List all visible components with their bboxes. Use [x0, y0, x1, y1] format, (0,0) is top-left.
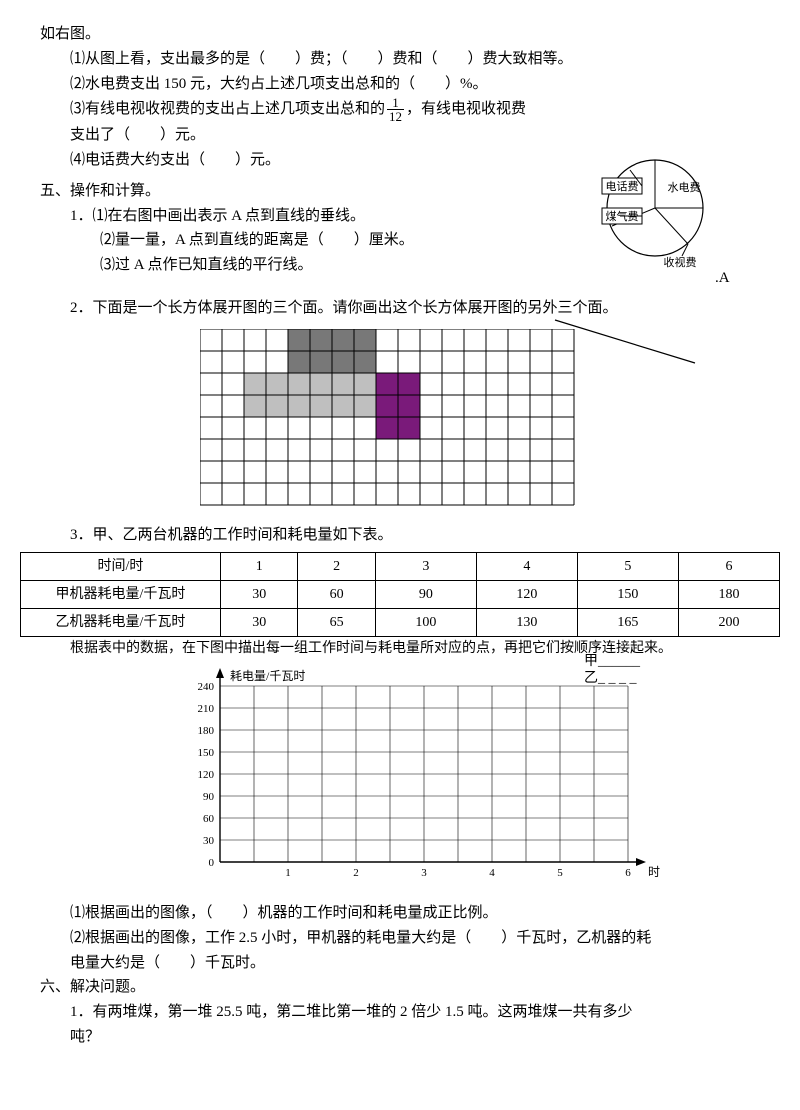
- svg-text:1: 1: [285, 867, 291, 879]
- geometry-figure: .A: [545, 268, 745, 368]
- table-cell: 甲机器耗电量/千瓦时: [21, 581, 221, 609]
- table-cell: 4: [476, 553, 577, 581]
- pie-label-water: 水电费: [668, 181, 701, 194]
- sec5-3-q1: ⑴根据画出的图像，（ ）机器的工作时间和耗电量成正比例。: [40, 901, 800, 926]
- svg-text:2: 2: [353, 867, 359, 879]
- q3-part-c: 支出了（ ）元。: [40, 123, 800, 148]
- svg-text:3: 3: [421, 867, 427, 879]
- svg-text:6: 6: [625, 867, 631, 879]
- table-cell: 2: [298, 553, 375, 581]
- q3-part-b: ，有线电视收视费: [406, 101, 526, 117]
- table-cell: 65: [298, 609, 375, 637]
- svg-text:60: 60: [203, 813, 215, 825]
- legend-a: 甲______: [584, 654, 640, 671]
- svg-text:120: 120: [198, 769, 215, 781]
- table-cell: 200: [678, 609, 779, 637]
- table-cell: 165: [577, 609, 678, 637]
- point-a-label: .A: [715, 270, 730, 286]
- q2: ⑵水电费支出 150 元，大约占上述几项支出总和的（ ）%。: [40, 72, 800, 97]
- svg-text:30: 30: [203, 835, 215, 847]
- svg-text:240: 240: [198, 681, 215, 693]
- machine-table: 时间/时123456 甲机器耗电量/千瓦时306090120150180 乙机器…: [20, 552, 780, 637]
- pie-label-tv: 收视费: [664, 255, 697, 269]
- sec6-1a: 1．有两堆煤，第一堆 25.5 吨，第二堆比第一堆的 2 倍少 1.5 吨。这两…: [40, 1000, 800, 1025]
- table-cell: 乙机器耗电量/千瓦时: [21, 609, 221, 637]
- table-cell: 130: [476, 609, 577, 637]
- legend-b: 乙_ _ _ _: [584, 671, 640, 688]
- q3: ⑶有线电视收视费的支出占上述几项支出总和的112，有线电视收视费: [40, 96, 800, 123]
- svg-text:180: 180: [198, 725, 215, 737]
- table-cell: 30: [221, 609, 298, 637]
- svg-text:150: 150: [198, 747, 215, 759]
- table-cell: 180: [678, 581, 779, 609]
- svg-text:4: 4: [489, 867, 495, 879]
- pie-label-tel: 电话费: [606, 180, 639, 193]
- table-cell: 5: [577, 553, 678, 581]
- svg-text:0: 0: [209, 857, 215, 869]
- table-note: 根据表中的数据，在下图中描出每一组工作时间与耗电量所对应的点，再把它们按顺序连接…: [40, 637, 800, 660]
- line-chart: 甲______ 乙_ _ _ _ 03060901201501802102401…: [180, 662, 800, 901]
- sec5-3-q2b: 电量大约是（ ）千瓦时。: [40, 951, 800, 976]
- svg-text:5: 5: [557, 867, 563, 879]
- sec5-3-q2a: ⑵根据画出的图像，工作 2.5 小时，甲机器的耗电量大约是（ ）千瓦时，乙机器的…: [40, 926, 800, 951]
- section6-title: 六、解决问题。: [40, 975, 800, 1000]
- table-cell: 时间/时: [21, 553, 221, 581]
- svg-text:210: 210: [198, 703, 215, 715]
- svg-text:时间/时: 时间/时: [648, 865, 660, 879]
- q3-part-a: ⑶有线电视收视费的支出占上述几项支出总和的: [70, 101, 385, 117]
- q1: ⑴从图上看，支出最多的是（ ）费；（ ）费和（ ）费大致相等。: [40, 47, 800, 72]
- table-cell: 1: [221, 553, 298, 581]
- table-cell: 100: [375, 609, 476, 637]
- svg-text:耗电量/千瓦时: 耗电量/千瓦时: [230, 669, 305, 683]
- intro-text: 如右图。: [40, 22, 800, 47]
- chart-legend: 甲______ 乙_ _ _ _: [584, 654, 640, 688]
- fraction: 112: [387, 96, 404, 123]
- pie-chart: 电话费 水电费 煤气费 收视费: [590, 148, 720, 278]
- table-cell: 3: [375, 553, 476, 581]
- table-cell: 30: [221, 581, 298, 609]
- table-cell: 6: [678, 553, 779, 581]
- sec6-1b: 吨？: [40, 1025, 800, 1050]
- table-cell: 60: [298, 581, 375, 609]
- svg-text:90: 90: [203, 791, 215, 803]
- table-cell: 150: [577, 581, 678, 609]
- table-cell: 90: [375, 581, 476, 609]
- sec5-3: 3．甲、乙两台机器的工作时间和耗电量如下表。: [40, 523, 800, 548]
- table-cell: 120: [476, 581, 577, 609]
